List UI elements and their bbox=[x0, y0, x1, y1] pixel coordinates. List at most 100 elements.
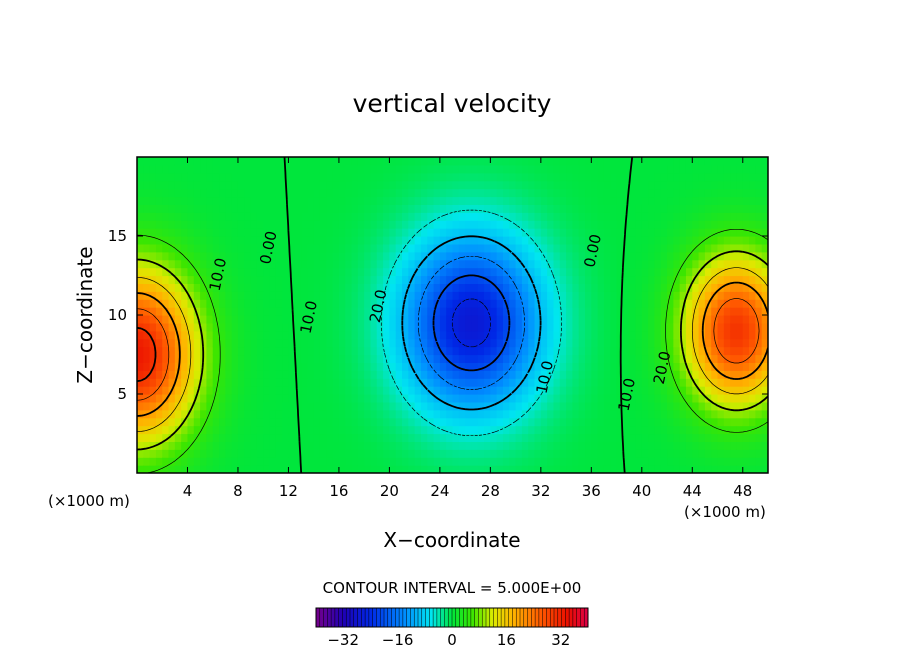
field-cell bbox=[635, 283, 643, 292]
field-cell bbox=[761, 180, 768, 190]
field-cell bbox=[616, 465, 624, 473]
field-cell bbox=[521, 346, 529, 356]
field-cell bbox=[698, 236, 706, 245]
field-cell bbox=[269, 275, 277, 284]
field-cell bbox=[269, 441, 277, 450]
field-cell bbox=[742, 386, 750, 395]
field-cell bbox=[761, 204, 768, 213]
field-cell bbox=[641, 322, 649, 332]
field-cell bbox=[250, 228, 258, 237]
field-cell bbox=[402, 457, 409, 466]
field-cell bbox=[376, 330, 384, 340]
field-cell bbox=[673, 251, 681, 261]
field-cell bbox=[263, 267, 271, 277]
field-cell bbox=[585, 172, 592, 182]
field-cell bbox=[736, 180, 744, 190]
field-cell bbox=[345, 441, 353, 450]
field-cell bbox=[730, 417, 738, 427]
field-cell bbox=[528, 386, 536, 395]
field-cell bbox=[641, 164, 649, 174]
field-cell bbox=[137, 212, 144, 221]
field-cell bbox=[427, 251, 435, 261]
field-cell bbox=[591, 465, 599, 473]
field-cell bbox=[471, 157, 479, 166]
field-cell bbox=[641, 267, 649, 277]
field-cell bbox=[420, 433, 428, 442]
field-cell bbox=[502, 425, 510, 435]
field-cell bbox=[250, 449, 258, 458]
field-cell bbox=[376, 449, 384, 458]
field-cell bbox=[389, 378, 397, 387]
field-cell bbox=[364, 299, 372, 308]
field-cell bbox=[572, 338, 580, 348]
field-cell bbox=[439, 180, 447, 190]
field-cell bbox=[338, 433, 346, 442]
colorbar-tick-label: −16 bbox=[382, 631, 414, 649]
field-cell bbox=[635, 409, 643, 419]
field-cell bbox=[162, 449, 170, 458]
field-cell bbox=[553, 236, 561, 245]
field-cell bbox=[610, 267, 618, 277]
field-cell bbox=[717, 465, 725, 473]
field-cell bbox=[439, 307, 447, 316]
field-cell bbox=[458, 243, 466, 253]
field-cell bbox=[704, 338, 712, 348]
field-cell bbox=[250, 338, 258, 348]
field-cell bbox=[212, 236, 220, 245]
field-cell bbox=[742, 394, 750, 403]
field-cell bbox=[143, 362, 151, 371]
x-tick-label: 20 bbox=[380, 482, 399, 500]
field-cell bbox=[496, 394, 504, 403]
field-cell bbox=[528, 188, 536, 198]
field-cell bbox=[742, 164, 750, 174]
field-cell bbox=[711, 394, 719, 403]
field-cell bbox=[648, 299, 656, 308]
field-cell bbox=[181, 449, 189, 458]
field-cell bbox=[162, 354, 170, 363]
field-cell bbox=[395, 433, 403, 442]
field-cell bbox=[547, 236, 555, 245]
contour-line bbox=[451, 298, 491, 348]
field-cell bbox=[294, 172, 302, 182]
field-cell bbox=[332, 370, 340, 379]
field-cell bbox=[749, 275, 756, 284]
field-cell bbox=[439, 417, 447, 427]
field-cell bbox=[629, 196, 637, 205]
field-cell bbox=[452, 457, 460, 466]
field-cell bbox=[578, 157, 586, 166]
field-cell bbox=[591, 157, 599, 166]
field-cell bbox=[376, 370, 384, 379]
field-cell bbox=[427, 378, 435, 387]
field-cell bbox=[250, 401, 258, 411]
field-cell bbox=[414, 465, 422, 473]
field-cell bbox=[610, 330, 618, 340]
field-cell bbox=[244, 172, 252, 182]
field-cell bbox=[622, 157, 630, 166]
field-cell bbox=[534, 386, 542, 395]
field-cell bbox=[585, 394, 592, 403]
field-cell bbox=[484, 243, 491, 253]
field-cell bbox=[465, 172, 473, 182]
field-cell bbox=[660, 251, 668, 261]
field-cell bbox=[528, 204, 536, 213]
field-cell bbox=[534, 457, 542, 466]
field-cell bbox=[547, 449, 555, 458]
field-cell bbox=[477, 157, 485, 166]
field-cell bbox=[622, 315, 630, 324]
field-cell bbox=[357, 267, 365, 277]
field-cell bbox=[149, 378, 157, 387]
field-cell bbox=[629, 251, 637, 261]
field-cell bbox=[742, 220, 750, 229]
field-cell bbox=[692, 315, 700, 324]
field-cell bbox=[458, 236, 466, 245]
field-cell bbox=[256, 425, 264, 435]
field-cell bbox=[395, 449, 403, 458]
field-cell bbox=[219, 409, 226, 419]
field-cell bbox=[736, 275, 744, 284]
field-cell bbox=[313, 386, 321, 395]
field-cell bbox=[698, 370, 706, 379]
field-cell bbox=[225, 275, 233, 284]
field-cell bbox=[723, 251, 731, 261]
field-cell bbox=[338, 275, 346, 284]
field-cell bbox=[622, 425, 630, 435]
